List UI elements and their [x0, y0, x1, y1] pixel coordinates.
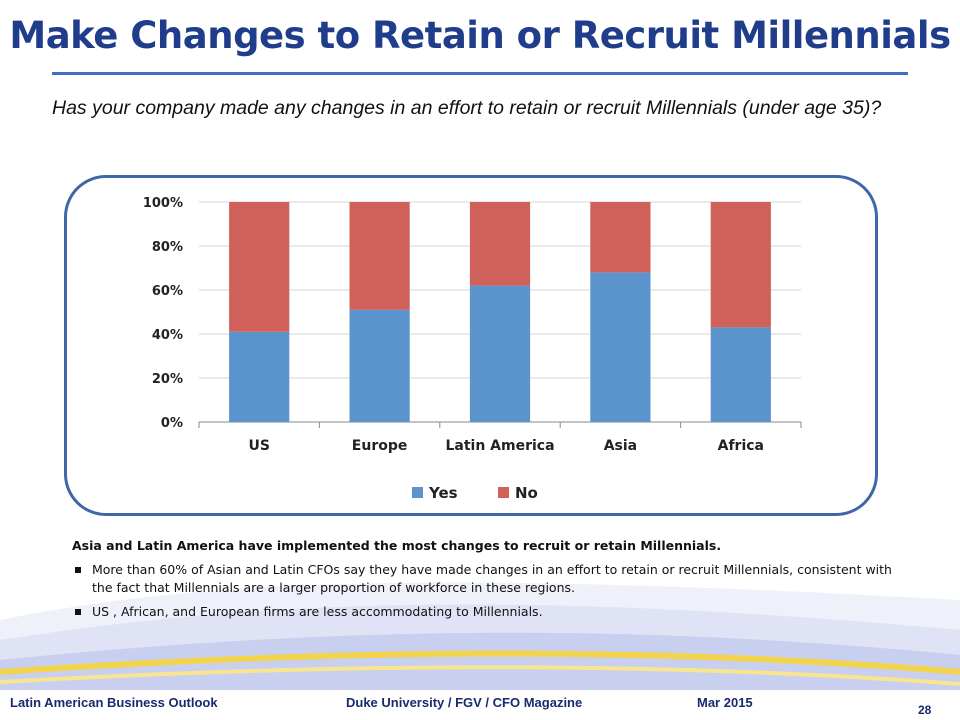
slide-title: Make Changes to Retain or Recruit Millen…	[9, 14, 951, 57]
summary-lead: Asia and Latin America have implemented …	[72, 538, 722, 553]
footer-date: Mar 2015	[697, 695, 753, 710]
bar-no	[469, 202, 531, 286]
y-tick-label: 100%	[143, 196, 183, 211]
y-tick-label: 80%	[152, 240, 183, 255]
x-tick-label: Africa	[718, 438, 764, 454]
x-tick-label: Asia	[604, 438, 637, 454]
x-tick-label: US	[248, 438, 269, 454]
legend-label-no: No	[515, 484, 538, 502]
bar-yes	[229, 331, 290, 422]
survey-question: Has your company made any changes in an …	[52, 97, 882, 119]
bar-yes	[710, 327, 771, 422]
bar-no	[590, 202, 651, 273]
legend-swatch-yes	[412, 487, 423, 498]
bullet-text: US , African, and European firms are les…	[92, 604, 543, 619]
bar-yes	[590, 272, 651, 422]
legend-label-yes: Yes	[428, 484, 458, 502]
x-tick-label: Latin America	[445, 438, 554, 454]
legend-swatch-no	[498, 487, 509, 498]
summary-bullet: US , African, and European firms are les…	[72, 603, 892, 621]
bar-yes	[349, 309, 410, 422]
footer-middle: Duke University / FGV / CFO Magazine	[346, 695, 583, 710]
bar-no	[349, 202, 410, 310]
y-tick-label: 0%	[161, 416, 183, 431]
y-tick-label: 40%	[152, 328, 183, 343]
bar-no	[229, 202, 290, 332]
summary-section: Asia and Latin America have implemented …	[72, 538, 892, 627]
bar-no	[710, 202, 771, 328]
decorative-swoosh	[0, 582, 960, 695]
bullet-text: More than 60% of Asian and Latin CFOs sa…	[92, 562, 892, 595]
footer-bar	[0, 690, 960, 720]
summary-bullet: More than 60% of Asian and Latin CFOs sa…	[72, 561, 892, 597]
stacked-bar-chart: 0% 20% 40% 60% 80% 100% US Europe Latin America A…	[143, 196, 802, 502]
y-tick-label: 60%	[152, 284, 183, 299]
y-tick-label: 20%	[152, 372, 183, 387]
page-number: 28	[918, 703, 932, 717]
title-underline	[52, 72, 908, 75]
footer-left: Latin American Business Outlook	[10, 695, 218, 710]
bullet-square-icon	[75, 567, 81, 573]
chart-frame: 0% 20% 40% 60% 80% 100% US Europe Latin America A…	[64, 175, 878, 516]
x-tick-label: Europe	[352, 438, 408, 454]
bullet-square-icon	[75, 609, 81, 615]
bar-yes	[469, 285, 531, 422]
